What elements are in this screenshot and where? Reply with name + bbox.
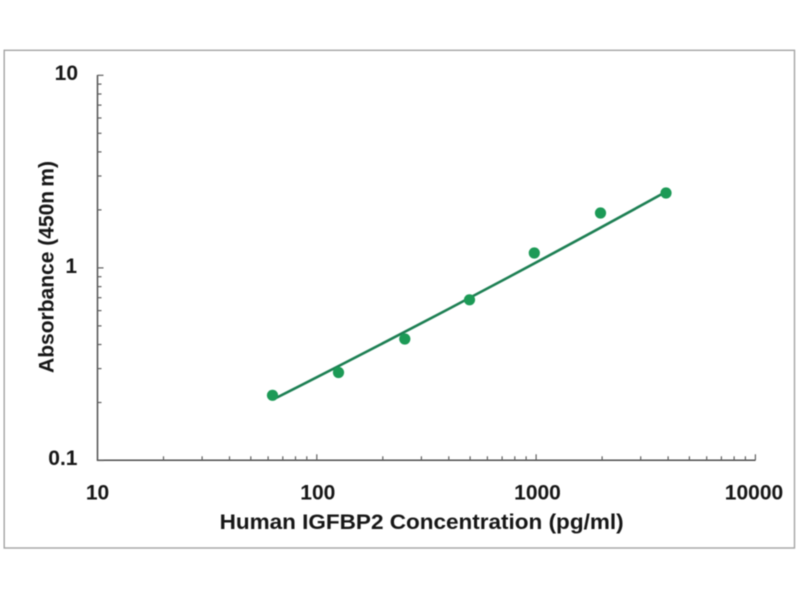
svg-text:100: 100 [300, 482, 335, 505]
svg-text:10: 10 [86, 482, 109, 505]
svg-text:0.1: 0.1 [48, 447, 78, 470]
svg-text:10000: 10000 [725, 482, 783, 505]
svg-text:Human IGFBP2 Concentration (pg: Human IGFBP2 Concentration (pg/ml) [220, 511, 624, 534]
svg-text:10: 10 [55, 62, 78, 85]
svg-text:Absorbance (450n m): Absorbance (450n m) [36, 161, 59, 373]
svg-text:1: 1 [65, 255, 77, 278]
svg-text:1000: 1000 [514, 482, 561, 505]
